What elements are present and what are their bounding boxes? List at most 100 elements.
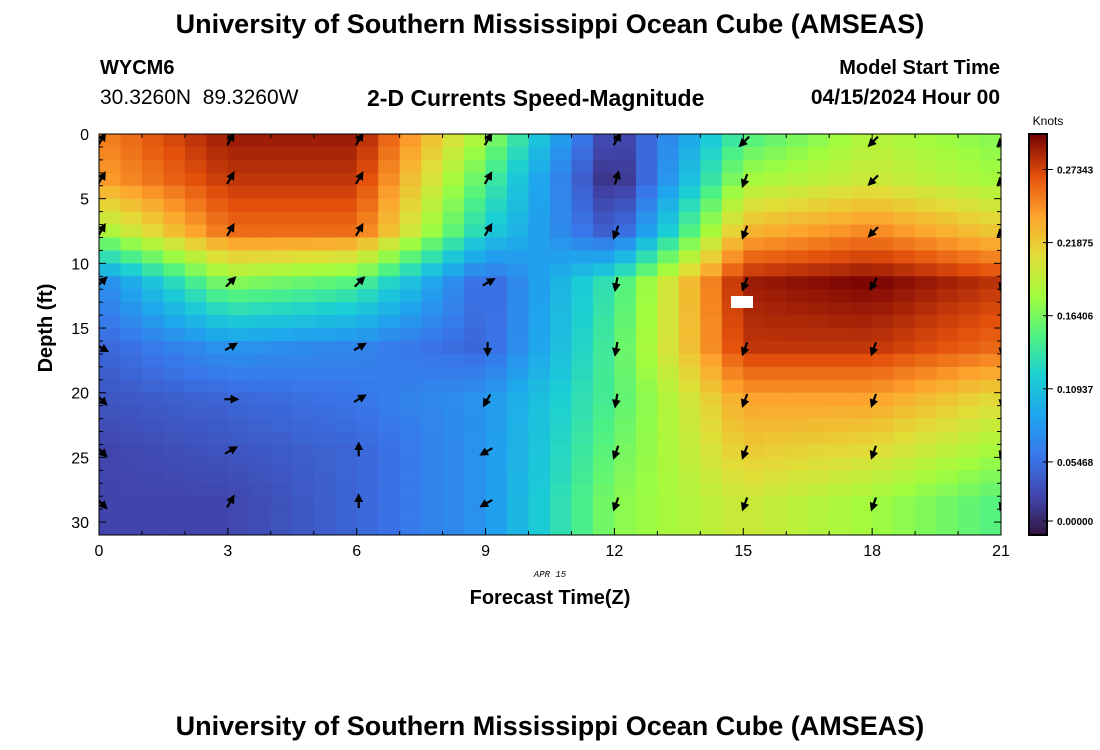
colorbar-segment: [1029, 514, 1047, 519]
heatmap-cell: [528, 366, 551, 381]
heatmap-cell: [292, 444, 315, 458]
heatmap-cell: [635, 159, 658, 174]
heatmap-cell: [421, 172, 444, 187]
heatmap-cell: [721, 134, 744, 148]
heatmap-cell: [399, 483, 422, 497]
heatmap-cell: [807, 366, 830, 381]
heatmap-cell: [657, 172, 680, 187]
heatmap-cell: [335, 470, 358, 484]
heatmap-cell: [678, 444, 701, 458]
heatmap-cell: [335, 211, 358, 226]
heatmap-cell: [786, 522, 809, 535]
heatmap-cell: [292, 289, 315, 303]
heatmap-cell: [764, 353, 787, 368]
heatmap-cell: [120, 159, 143, 174]
heatmap-cell: [163, 237, 186, 252]
current-vector-arrow: [998, 399, 1001, 409]
heatmap-cell: [786, 496, 809, 510]
heatmap-cell: [421, 185, 444, 200]
colorbar-segment: [1029, 307, 1047, 312]
heatmap-cell: [614, 263, 637, 277]
heatmap-cell: [721, 185, 744, 200]
heatmap-cell: [141, 340, 165, 355]
heatmap-cell: [721, 340, 744, 355]
heatmap-cell: [206, 431, 229, 446]
heatmap-cell: [958, 392, 981, 407]
heatmap-cell: [421, 483, 444, 497]
heatmap-cell: [421, 470, 444, 484]
heatmap-cell: [270, 353, 293, 368]
heatmap-cell: [893, 250, 916, 264]
heatmap-cell: [99, 172, 122, 187]
heatmap-cell: [550, 198, 573, 213]
heatmap-cell: [120, 198, 143, 213]
y-tick-label: 25: [71, 450, 89, 467]
heatmap-cell: [528, 237, 551, 252]
x-tick-label: 18: [863, 543, 881, 560]
heatmap-cell: [99, 405, 122, 420]
heatmap-cell: [184, 379, 207, 394]
heatmap-cell: [442, 276, 465, 290]
heatmap-cell: [721, 431, 744, 446]
heatmap-cell: [292, 263, 315, 277]
heatmap-cell: [571, 185, 594, 200]
heatmap-cell: [184, 198, 207, 213]
heatmap-cell: [550, 159, 573, 174]
heatmap-cell: [507, 250, 530, 264]
heatmap-cell: [249, 431, 272, 446]
heatmap-cell: [979, 237, 1001, 252]
colorbar-segment: [1029, 371, 1047, 376]
heatmap-cell: [850, 185, 873, 200]
heatmap-cell: [700, 340, 723, 355]
heatmap-cell: [614, 522, 637, 535]
heatmap-cell: [614, 509, 637, 523]
colorbar-segment: [1029, 451, 1047, 456]
heatmap-cell: [786, 392, 809, 407]
heatmap-cell: [270, 146, 293, 161]
heatmap-cell: [399, 159, 422, 174]
heatmap-cell: [979, 470, 1001, 484]
heatmap-cell: [163, 250, 186, 264]
heatmap-cell: [700, 470, 723, 484]
heatmap-cell: [635, 328, 658, 342]
colorbar-segment: [1029, 217, 1047, 222]
heatmap-cell: [936, 237, 959, 252]
heatmap-cell: [829, 418, 852, 433]
heatmap-cell: [592, 302, 616, 316]
heatmap-cell: [678, 134, 701, 148]
heatmap-cell: [507, 509, 530, 523]
heatmap-cell: [356, 444, 379, 458]
heatmap-cell: [807, 431, 830, 446]
heatmap-cell: [743, 328, 766, 342]
heatmap-cell: [464, 405, 487, 420]
heatmap-cell: [399, 302, 422, 316]
heatmap-cell: [464, 224, 487, 239]
colorbar-segment: [1029, 291, 1047, 295]
colorbar-segment: [1029, 377, 1047, 382]
colorbar-segment: [1029, 468, 1047, 473]
heatmap-cell: [915, 405, 938, 420]
heatmap-cell: [378, 457, 401, 471]
heatmap-cell: [979, 328, 1001, 342]
heatmap-cell: [635, 315, 658, 329]
colorbar-segment: [1029, 234, 1047, 239]
heatmap-cell: [550, 509, 573, 523]
heatmap-cell: [829, 509, 852, 523]
x-tick-label: 9: [481, 543, 490, 560]
heatmap-cell: [227, 211, 250, 226]
colorbar-segment: [1029, 438, 1047, 443]
heatmap-cell: [764, 302, 787, 316]
heatmap-cell: [764, 315, 787, 329]
heatmap-cell: [399, 263, 422, 277]
colorbar-tick-label: 0.16406: [1057, 312, 1094, 323]
colorbar-segment: [1029, 314, 1047, 319]
heatmap-cell: [893, 522, 916, 535]
colorbar-segment: [1029, 444, 1047, 449]
heatmap-cell: [270, 198, 293, 213]
heatmap-cell: [141, 172, 165, 187]
heatmap-cell: [721, 146, 744, 161]
heatmap-cell: [120, 366, 143, 381]
heatmap-cell: [893, 509, 916, 523]
heatmap-cell: [807, 276, 830, 290]
heatmap-cell: [678, 328, 701, 342]
